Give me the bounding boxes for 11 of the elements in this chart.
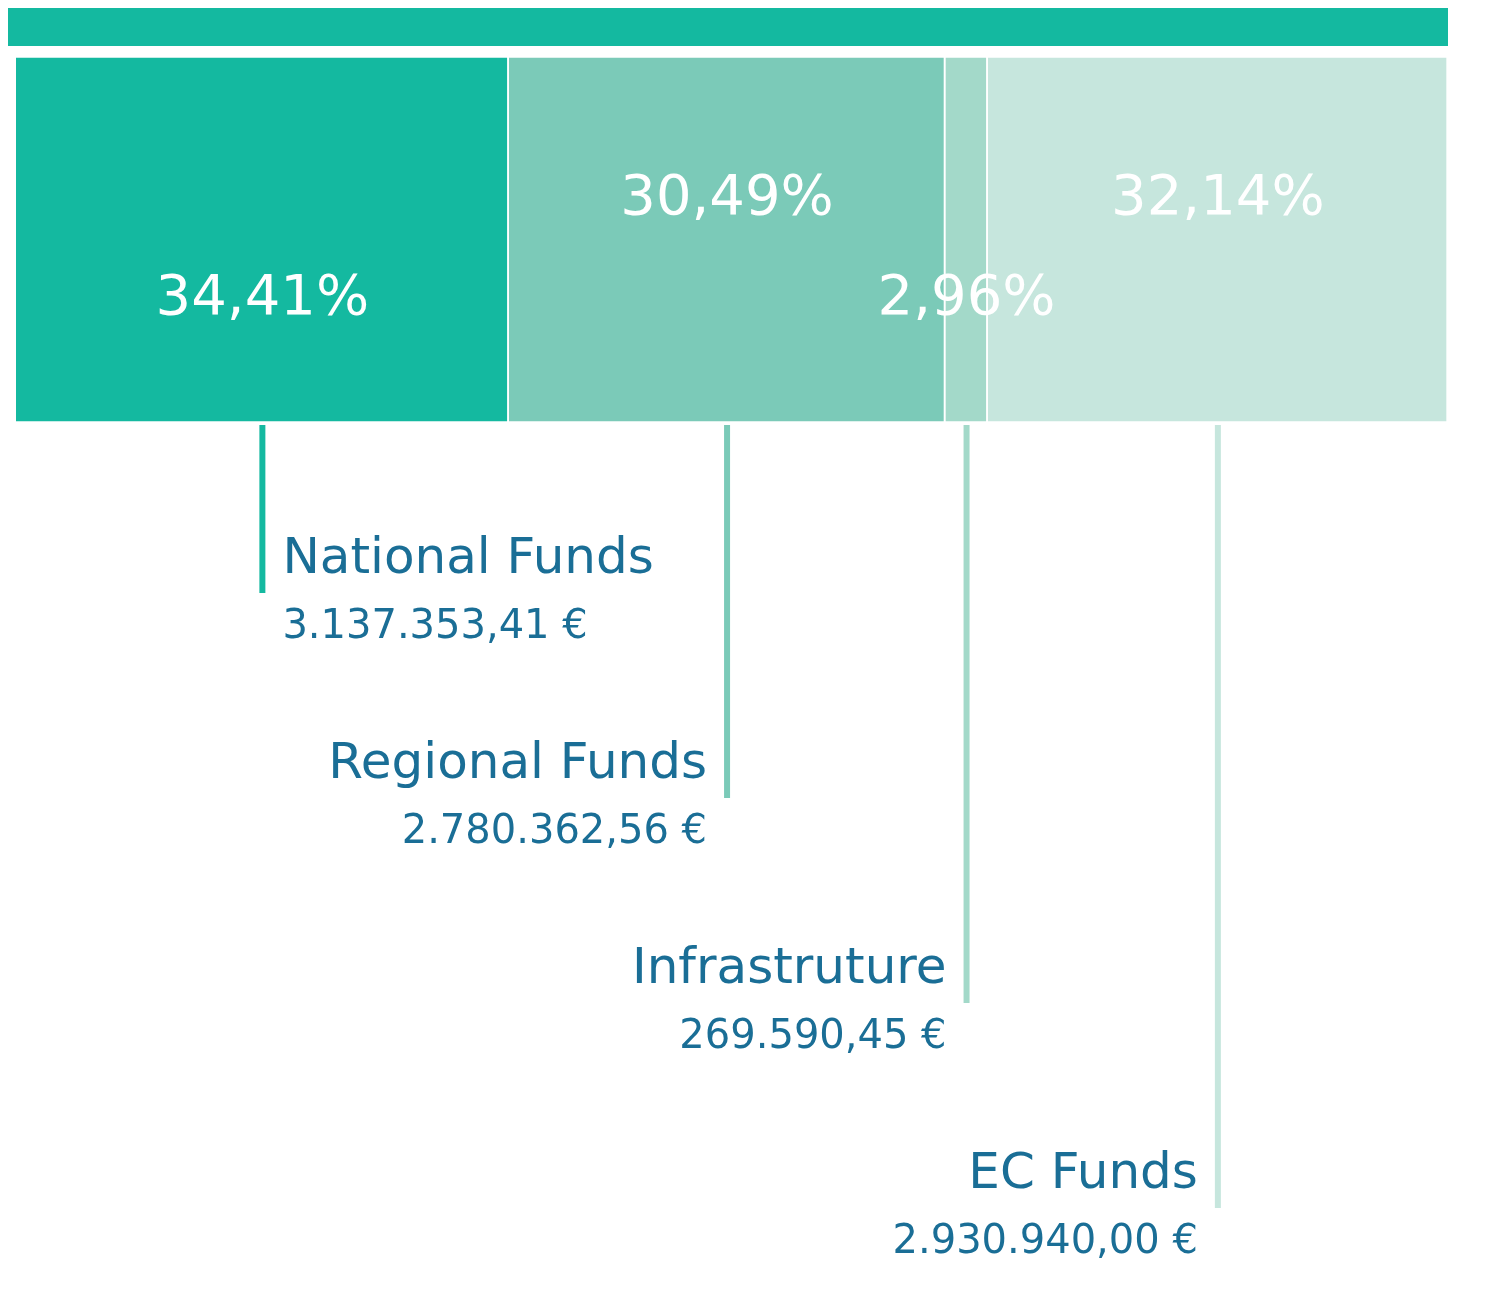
text: Regional Funds: [328, 732, 708, 790]
text: National Funds: [282, 527, 654, 585]
text: 2.930.940,00 €: [892, 1216, 1198, 1262]
data-label: 32,14%: [1111, 162, 1325, 228]
text: 2.780.362,56 €: [401, 806, 708, 852]
text: 3.137.353,41 €: [282, 601, 588, 647]
data-label: 34,41%: [155, 262, 370, 328]
data-label: 30,49%: [620, 162, 834, 228]
text: 269.590,45 €: [679, 1011, 947, 1057]
text: Infrastruture: [631, 937, 947, 995]
text: EC Funds: [968, 1142, 1198, 1200]
